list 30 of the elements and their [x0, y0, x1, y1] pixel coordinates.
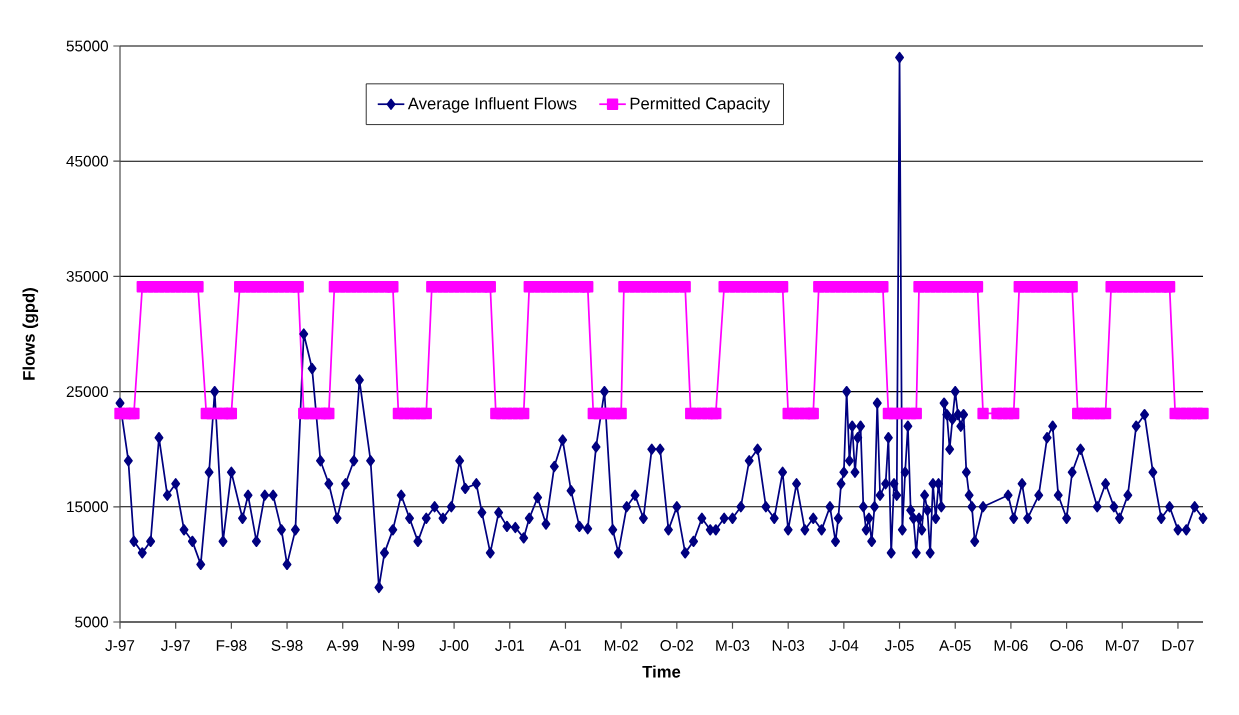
x-tick-label: J-04 [829, 640, 859, 651]
x-tick-label: J-00 [439, 640, 469, 651]
x-tick-label: N-99 [383, 640, 415, 651]
x-tick-label: A-05 [939, 640, 971, 651]
x-tick-label: J-01 [495, 640, 524, 651]
x-tick-label: J-05 [884, 640, 914, 651]
y-tick-label: 55000 [66, 40, 109, 52]
x-tick-label: N-03 [772, 640, 805, 651]
legend-label: Permitted Capacity [630, 97, 771, 113]
legend-label: Average Influent Flows [407, 97, 577, 113]
x-tick-label: A-99 [326, 640, 359, 651]
y-tick-label: 35000 [66, 270, 109, 282]
x-tick-label: M-07 [1106, 640, 1139, 651]
x-tick-label: M-02 [604, 640, 638, 651]
y-tick-label: 5000 [75, 616, 109, 628]
x-tick-label: J-97 [105, 640, 135, 651]
x-tick-label: S-98 [271, 640, 303, 651]
x-tick-label: M-06 [994, 640, 1028, 651]
x-tick-label: M-03 [716, 640, 750, 651]
x-tick-label: J-97 [161, 640, 190, 651]
y-axis-title: Flows (gpd) [22, 288, 39, 380]
x-tick-label: A-01 [549, 640, 581, 651]
x-tick-label: O-02 [660, 640, 694, 651]
y-tick-label: 15000 [67, 501, 109, 513]
x-axis-title: Time [642, 665, 681, 678]
x-tick-label: O-06 [1050, 640, 1083, 651]
x-tick-label: F-98 [216, 640, 247, 651]
x-tick-label: D-07 [1162, 640, 1194, 651]
y-tick-label: 25000 [66, 386, 109, 398]
y-tick-label: 45000 [66, 155, 109, 167]
